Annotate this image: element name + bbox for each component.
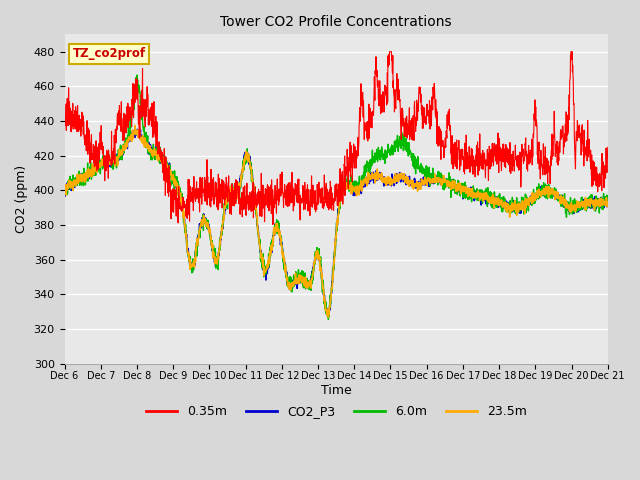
Title: Tower CO2 Profile Concentrations: Tower CO2 Profile Concentrations <box>220 15 452 29</box>
Y-axis label: CO2 (ppm): CO2 (ppm) <box>15 165 28 233</box>
X-axis label: Time: Time <box>321 384 351 397</box>
Legend: 0.35m, CO2_P3, 6.0m, 23.5m: 0.35m, CO2_P3, 6.0m, 23.5m <box>141 400 532 423</box>
Text: TZ_co2prof: TZ_co2prof <box>73 48 146 60</box>
